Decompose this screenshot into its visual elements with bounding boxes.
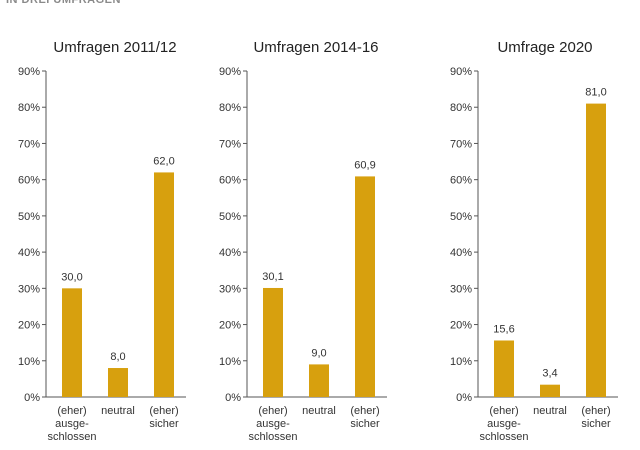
category-label: ausge- — [256, 418, 290, 430]
y-tick-label: 10% — [18, 356, 40, 368]
category-label: ausge- — [487, 418, 521, 430]
y-tick-label: 70% — [18, 138, 40, 150]
category-label: (eher) — [489, 405, 518, 417]
y-tick-label: 90% — [18, 66, 40, 78]
y-tick-label: 30% — [219, 283, 241, 295]
bar-1-2 — [108, 368, 128, 397]
y-tick-label: 20% — [450, 320, 472, 332]
chart-title-3: Umfrage 2020 — [497, 39, 592, 56]
value-label: 8,0 — [110, 351, 125, 363]
bar-3-3 — [586, 103, 606, 397]
bar-2-3 — [355, 176, 375, 397]
y-tick-label: 60% — [450, 175, 472, 187]
bar-2-2 — [309, 364, 329, 397]
value-label: 62,0 — [153, 155, 174, 167]
y-tick-label: 90% — [219, 66, 241, 78]
y-tick-label: 50% — [18, 211, 40, 223]
y-tick-label: 50% — [450, 211, 472, 223]
y-tick-label: 80% — [18, 102, 40, 114]
category-label: neutral — [101, 405, 135, 417]
category-label: neutral — [302, 405, 336, 417]
y-tick-label: 60% — [219, 175, 241, 187]
category-label: sicher — [350, 418, 380, 430]
category-label: sicher — [581, 418, 611, 430]
y-tick-label: 0% — [456, 392, 472, 404]
y-tick-label: 60% — [18, 175, 40, 187]
y-tick-label: 30% — [450, 283, 472, 295]
chart-title-1: Umfragen 2011/12 — [53, 39, 176, 56]
y-tick-label: 80% — [219, 102, 241, 114]
category-label: (eher) — [149, 405, 178, 417]
category-label: (eher) — [581, 405, 610, 417]
value-label: 30,0 — [61, 271, 82, 283]
value-label: 60,9 — [354, 159, 375, 171]
y-tick-label: 30% — [18, 283, 40, 295]
y-tick-label: 50% — [219, 211, 241, 223]
value-label: 9,0 — [311, 347, 326, 359]
value-label: 30,1 — [262, 271, 283, 283]
category-label: (eher) — [350, 405, 379, 417]
y-tick-label: 70% — [219, 138, 241, 150]
bar-3-1 — [494, 340, 514, 397]
category-label: (eher) — [258, 405, 287, 417]
bar-1-1 — [62, 288, 82, 397]
bar-3-2 — [540, 384, 560, 397]
chart-header: IN DREI UMFRAGEN — [6, 0, 121, 6]
category-label: schlossen — [249, 431, 298, 443]
value-label: 3,4 — [542, 368, 557, 380]
category-label: (eher) — [57, 405, 86, 417]
y-tick-label: 70% — [450, 138, 472, 150]
value-label: 15,6 — [493, 323, 514, 335]
category-label: schlossen — [480, 431, 529, 443]
y-tick-label: 10% — [219, 356, 241, 368]
y-tick-label: 20% — [219, 320, 241, 332]
bar-1-3 — [154, 172, 174, 397]
y-tick-label: 90% — [450, 66, 472, 78]
y-tick-label: 80% — [450, 102, 472, 114]
y-tick-label: 40% — [450, 247, 472, 259]
category-label: schlossen — [48, 431, 97, 443]
bar-2-1 — [263, 287, 283, 397]
y-tick-label: 0% — [225, 392, 241, 404]
y-tick-label: 20% — [18, 320, 40, 332]
category-label: neutral — [533, 405, 567, 417]
y-tick-label: 40% — [18, 247, 40, 259]
chart-title-2: Umfragen 2014-16 — [253, 39, 378, 56]
y-tick-label: 0% — [24, 392, 40, 404]
category-label: ausge- — [55, 418, 89, 430]
y-tick-label: 40% — [219, 247, 241, 259]
category-label: sicher — [149, 418, 179, 430]
y-tick-label: 10% — [450, 356, 472, 368]
value-label: 81,0 — [585, 87, 606, 99]
